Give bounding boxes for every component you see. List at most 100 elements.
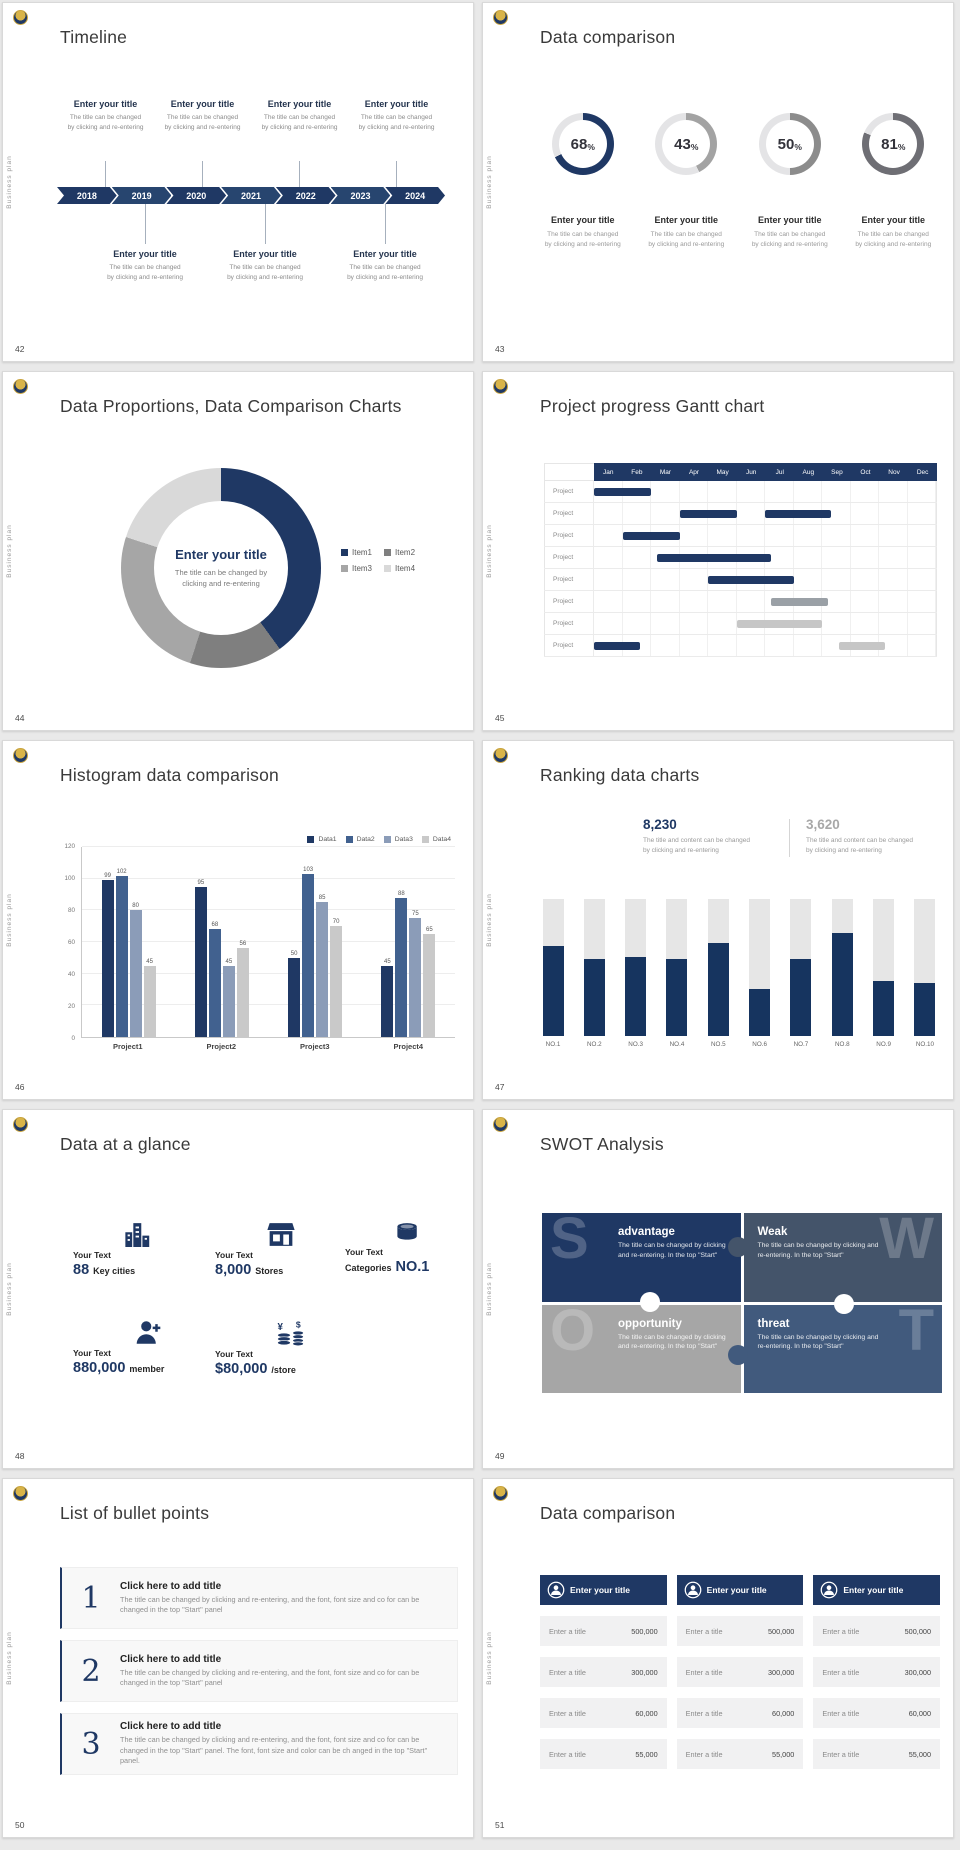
page-title: Data at a glance	[60, 1134, 191, 1154]
row-value: 55,000	[772, 1749, 795, 1759]
timeline-year: 2020	[166, 187, 226, 204]
slide-47-ranking[interactable]: Business plan Ranking data charts 8,230 …	[482, 740, 954, 1100]
gantt-row-label: Project	[544, 525, 594, 546]
ranking-bar: NO.6	[747, 899, 773, 1048]
timeline-entry: Enter your title The title can be changed…	[325, 249, 445, 282]
puzzle-knob	[640, 1292, 660, 1312]
gantt-bar	[839, 642, 885, 650]
stat-unit: Key cities	[93, 1266, 136, 1276]
slide-44-donut-chart[interactable]: Business plan Data Proportions, Data Com…	[2, 371, 474, 731]
slide-43-data-comparison[interactable]: Business plan Data comparison 68% Enter …	[482, 2, 954, 362]
progress-ring-item: 68% Enter your title The title can be ch…	[531, 113, 635, 249]
stat-label: Your Text	[215, 1250, 253, 1260]
table-title: Enter your title	[706, 1585, 767, 1595]
row-value: 60,000	[635, 1708, 658, 1718]
bar-value-label: 99	[104, 873, 111, 880]
slide-49-swot[interactable]: Business plan SWOT Analysis S advantage T…	[482, 1109, 954, 1469]
bar	[208, 929, 221, 1037]
bullet-list: 1 Click here to add title The title can b…	[60, 1567, 458, 1786]
callout-divider	[789, 819, 790, 857]
vertical-business-plan-label: Business plan	[486, 524, 493, 578]
legend-swatch	[384, 549, 392, 556]
legend-label: Data2	[356, 836, 375, 843]
row-value: 300,000	[767, 1667, 795, 1677]
legend-swatch	[307, 836, 315, 843]
legend-item: Item3	[341, 564, 372, 573]
stat-label: Your Text	[215, 1349, 253, 1359]
timeline-entry: Enter your title The title can be changed…	[85, 249, 205, 282]
gantt-month-row: Jan Feb Mar Apr May Jun Jul Aug Sep Oct Nov Dec	[594, 463, 937, 481]
legend-item: Data2	[345, 836, 375, 843]
donut-center-text: Enter your title The title can be change…	[154, 501, 288, 635]
swot-content: threat The title can be changed by clicki…	[758, 1318, 881, 1353]
swot-content: opportunity The title can be changed by c…	[618, 1318, 733, 1353]
slide-46-histogram[interactable]: Business plan Histogram data comparison …	[2, 740, 474, 1100]
gantt-row: Project	[544, 591, 937, 613]
legend-label: Data4	[432, 836, 451, 843]
legend-label: Item4	[395, 564, 416, 573]
x-axis-label: Project2	[206, 1042, 237, 1051]
timeline-entry: Enter your title The title can be changed…	[205, 249, 325, 282]
stat-value: 880,000	[73, 1360, 126, 1376]
gantt-bar	[594, 488, 651, 496]
timeline-year: 2018	[57, 187, 117, 204]
entry-line: The title can be changed	[229, 264, 301, 271]
donut-caption: clicking and re-entering	[182, 579, 260, 588]
timeline-year: 2021	[221, 187, 281, 204]
stat-key-cities: Your Text 88 Key cities	[73, 1222, 205, 1278]
slide-45-gantt[interactable]: Business plan Project progress Gantt cha…	[482, 371, 954, 731]
bullet-number: 2	[81, 1653, 101, 1689]
x-axis-label: Project3	[299, 1042, 330, 1051]
store-icon	[267, 1223, 295, 1246]
entry-line: by clicking and re-entering	[347, 273, 423, 281]
swot-advantage-quadrant: S advantage The title can be changed by c…	[542, 1213, 741, 1302]
data-table: Enter your title Enter a title 500,000 En…	[813, 1575, 941, 1769]
x-axis-labels: Project1 Project2 Project3 Project4	[81, 1042, 455, 1051]
page-number: 43	[495, 344, 505, 354]
row-label: Enter a title	[685, 1708, 723, 1718]
row-label: Enter a title	[549, 1667, 586, 1677]
slide-48-data-at-a-glance[interactable]: Business plan Data at a glance Your Text…	[2, 1109, 474, 1469]
stat-value: $80,000	[215, 1361, 268, 1377]
gantt-row: Project	[544, 547, 937, 569]
svg-text:$: $	[295, 1320, 300, 1330]
legend-label: Item1	[352, 548, 373, 557]
ring-title: Enter your title	[550, 215, 615, 225]
x-axis-label: NO.5	[710, 1041, 726, 1048]
row-value: 55,000	[635, 1749, 658, 1759]
gantt-month-label: Apr	[688, 468, 700, 476]
legend-label: Data3	[394, 836, 413, 843]
legend-label: Item2	[395, 548, 416, 557]
table-row: Enter a title 55,000	[676, 1739, 804, 1769]
page-number: 44	[15, 713, 25, 723]
bar-fill	[790, 959, 812, 1036]
bar-fill	[707, 942, 729, 1036]
brand-logo-icon	[13, 1117, 28, 1132]
slide-42-timeline[interactable]: Business plan Timeline Enter your title T…	[2, 2, 474, 362]
slide-50-bullet-list[interactable]: Business plan List of bullet points 1 Cl…	[2, 1478, 474, 1838]
entry-line: by clicking and re-entering	[358, 123, 435, 131]
gantt-row-label: Project	[544, 503, 594, 524]
bullet-title: Click here to add title	[120, 1721, 222, 1733]
bar-track	[666, 899, 688, 1036]
gantt-row-label: Project	[544, 613, 594, 634]
timeline-entry: Enter your title The title can be changed…	[348, 99, 445, 132]
entry-line: The title can be changed	[69, 114, 142, 121]
legend-swatch	[384, 565, 392, 572]
gantt-month-label: Mar	[659, 468, 672, 476]
entry-title: Enter your title	[267, 99, 332, 109]
x-axis-label: NO.9	[876, 1041, 891, 1048]
gantt-month-label: Sep	[831, 468, 843, 476]
slide-51-data-tables[interactable]: Business plan Data comparison Enter your…	[482, 1478, 954, 1838]
vertical-business-plan-label: Business plan	[486, 1262, 493, 1316]
gantt-bar	[770, 598, 828, 606]
y-axis-ticks: 120 100 80 60 40 20 0	[51, 843, 75, 1042]
table-row: Enter a title 500,000	[813, 1616, 941, 1646]
chart-legend: Data1 Data2 Data3 Data4	[307, 836, 451, 843]
gantt-bar	[656, 554, 771, 562]
table-header: Enter your title	[676, 1575, 804, 1605]
bar-value-label: 65	[426, 927, 433, 934]
donut-caption: The title can be changed by	[174, 568, 268, 577]
bar	[316, 902, 329, 1037]
ring-value: 68%	[570, 135, 595, 153]
